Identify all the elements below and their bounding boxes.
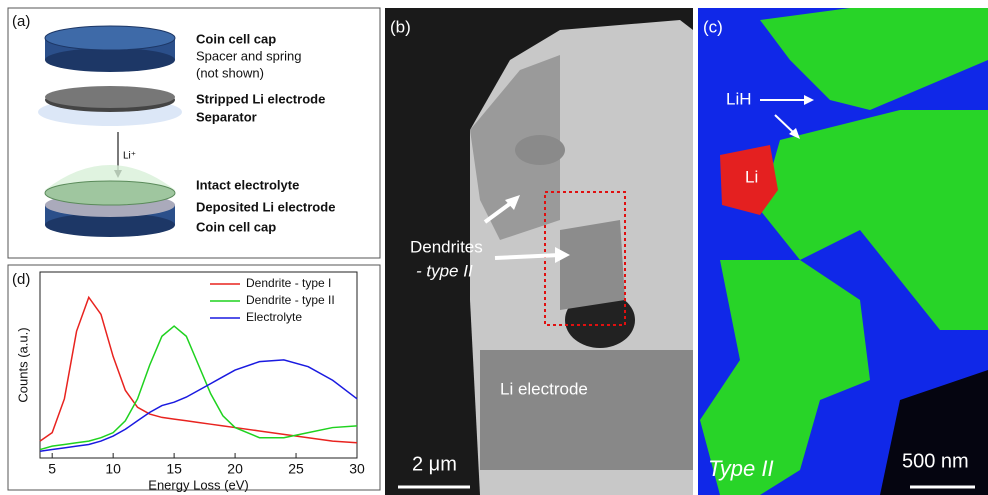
annotation: Stripped Li electrode	[196, 91, 325, 106]
annotation: Li	[745, 167, 758, 186]
scale-bar-label: 500 nm	[902, 450, 969, 472]
annotation: Separator	[196, 109, 257, 124]
legend-label: Dendrite - type II	[246, 293, 335, 307]
x-tick-label: 5	[48, 461, 56, 477]
annotation: Dendrites	[410, 237, 483, 256]
x-tick-label: 25	[288, 461, 304, 477]
x-axis-label: Energy Loss (eV)	[148, 477, 248, 492]
annotation: LiH	[726, 89, 752, 108]
panel-label: (a)	[12, 13, 30, 30]
annotation: Deposited Li electrode	[196, 199, 335, 214]
panel-label: (c)	[703, 17, 723, 36]
annotation: - type II	[416, 261, 473, 280]
annotation: Intact electrolyte	[196, 177, 299, 192]
annotation: Coin cell cap	[196, 31, 276, 46]
x-tick-label: 20	[227, 461, 243, 477]
annotation: Type II	[708, 456, 774, 481]
annotation: Coin cell cap	[196, 219, 276, 234]
scale-bar-label: 2 μm	[412, 453, 457, 475]
x-tick-label: 10	[105, 461, 121, 477]
annotation: Li⁺	[123, 151, 136, 162]
legend-label: Electrolyte	[246, 310, 302, 324]
panel-label: (b)	[390, 17, 411, 36]
y-axis-label: Counts (a.u.)	[15, 327, 30, 402]
annotation: Li electrode	[500, 379, 588, 398]
figure: (a) Coin cell cap Spacer and spring (not…	[0, 0, 988, 495]
panel-label: (d)	[12, 271, 30, 288]
annotation: Spacer and spring	[196, 48, 302, 63]
annotation: (not shown)	[196, 65, 264, 80]
legend-label: Dendrite - type I	[246, 276, 331, 290]
x-tick-label: 15	[166, 461, 182, 477]
eels-map	[698, 8, 988, 495]
x-tick-label: 30	[349, 461, 365, 477]
